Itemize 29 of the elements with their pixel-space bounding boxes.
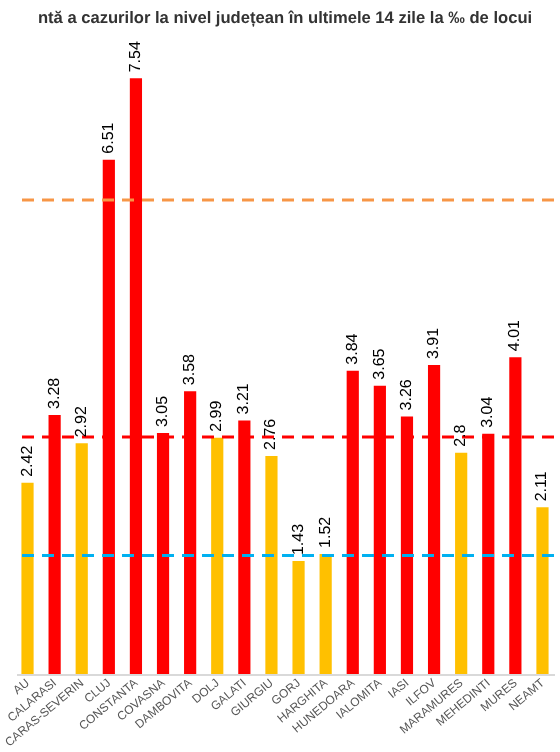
data-label: 3.84 bbox=[342, 332, 361, 365]
data-label: 2.8 bbox=[451, 423, 470, 447]
data-label: 3.26 bbox=[396, 378, 415, 411]
data-label: 2.92 bbox=[71, 405, 90, 438]
data-label: 2.76 bbox=[261, 417, 280, 450]
bar bbox=[319, 553, 332, 674]
data-label: 3.05 bbox=[153, 394, 172, 428]
data-label: 1.43 bbox=[288, 522, 307, 556]
data-label: 3.58 bbox=[180, 352, 199, 386]
chart-title: ntă a cazurilor la nivel județean în ultimele 14 zile la ‰ de locui bbox=[37, 6, 533, 27]
data-label: 2.42 bbox=[17, 444, 36, 477]
data-label: 3.21 bbox=[234, 382, 253, 415]
data-label: 3.28 bbox=[44, 376, 63, 409]
data-label: 6.51 bbox=[98, 121, 117, 154]
bar bbox=[536, 507, 549, 674]
bar bbox=[21, 482, 34, 674]
bar bbox=[211, 437, 224, 674]
data-label: 3.65 bbox=[369, 347, 388, 380]
data-label: 3.91 bbox=[424, 326, 443, 360]
data-label: 2.99 bbox=[207, 399, 226, 432]
data-label: 7.54 bbox=[125, 40, 144, 73]
data-label: 1.52 bbox=[315, 515, 334, 548]
bar bbox=[292, 561, 305, 674]
data-label: 2.11 bbox=[532, 470, 551, 502]
bar bbox=[75, 443, 88, 674]
bar bbox=[265, 455, 278, 674]
bar bbox=[455, 452, 468, 674]
data-label: 4.01 bbox=[505, 318, 524, 352]
data-label: 3.04 bbox=[478, 395, 497, 428]
